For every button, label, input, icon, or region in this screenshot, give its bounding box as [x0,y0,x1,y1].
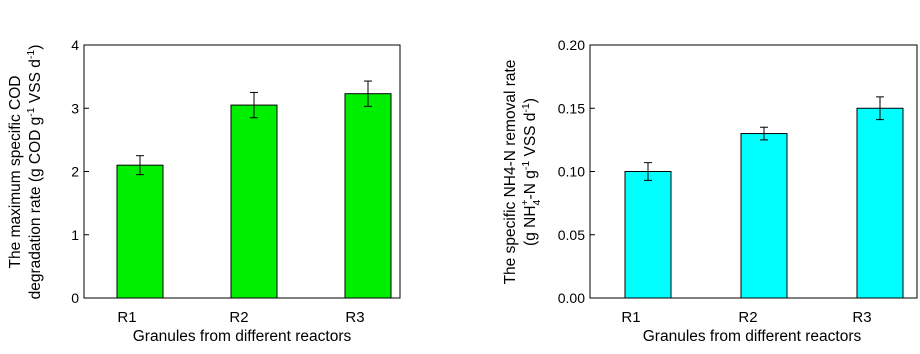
cod-x-tick-label-r2: R2 [229,309,248,326]
cod-xlabel: Granules from different reactors [133,328,352,345]
cod-bar-r1 [116,164,164,299]
cod-bar-r3 [344,93,392,299]
nh4-bars [624,107,904,299]
cod-chart-ylabel: The maximum specific COD degradation rat… [7,45,44,300]
cod-bars [116,93,392,299]
cod-x-tick-label-r1: R1 [117,309,136,326]
cod-x-tick-labels: R1 R2 R3 [117,309,364,326]
nh4-x-tick-labels: R1 R2 R3 [621,309,871,326]
nh4-y-tick-label: 0.15 [558,100,585,116]
cod-error-bar-r3 [364,80,372,107]
nh4-y-tick-label: 0.00 [558,290,585,306]
cod-ylabel-line2: degradation rate (g COD g-1 VSS d-1) [25,45,44,300]
nh4-x-tick-label-r1: R1 [621,309,640,326]
cod-y-tick-label: 3 [71,100,79,116]
cod-x-tick-label-r3: R3 [345,309,364,326]
nh4-error-bars [644,96,884,181]
nh4-x-tick-label-r2: R2 [738,309,757,326]
nh4-ylabel-line1: The specific NH4-N removal rate [502,60,519,285]
cod-ylabel-line1: The maximum specific COD [7,76,24,269]
nh4-bar-r3 [856,107,904,299]
nh4-chart: The specific NH4-N removal rate (g NH4+-… [502,37,918,345]
nh4-x-tick-label-r3: R3 [852,309,871,326]
nh4-error-bar-r3 [876,96,884,121]
nh4-y-axis: 0.00 0.05 0.10 0.15 0.20 [558,37,595,306]
nh4-y-tick-label: 0.10 [558,164,585,180]
cod-bar-r2 [230,104,278,299]
cod-error-bar-r1 [136,155,144,176]
nh4-xlabel: Granules from different reactors [643,328,862,345]
cod-y-axis: 0 1 2 3 4 [71,37,89,306]
nh4-y-tick-label: 0.05 [558,227,585,243]
cod-y-tick-label: 2 [71,164,79,180]
nh4-y-tick-label: 0.20 [558,37,585,53]
cod-error-bar-r2 [250,91,258,119]
cod-y-tick-label: 1 [71,227,79,243]
nh4-bar-r1 [624,171,672,299]
nh4-ylabel-line2: (g NH4+-N g-1 VSS d-1) [519,98,543,246]
cod-y-tick-label: 0 [71,290,79,306]
nh4-bar-r2 [740,133,788,299]
cod-y-tick-label: 4 [71,37,79,53]
cod-chart: The maximum specific COD degradation rat… [7,37,401,345]
nh4-chart-ylabel: The specific NH4-N removal rate (g NH4+-… [502,60,543,285]
nh4-error-bar-r1 [644,162,652,181]
nh4-error-bar-r2 [760,126,768,141]
cod-error-bars [136,80,372,176]
